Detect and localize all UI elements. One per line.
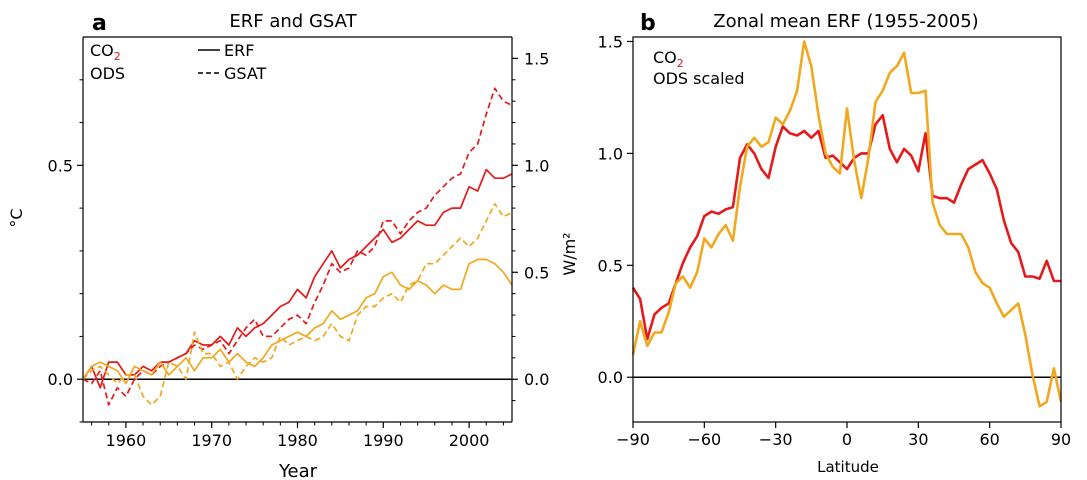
panel-b-y-tick-label: 0.0 [598,368,623,387]
panel-a-series-co2-erf [82,168,513,389]
panel-a-series-co2-gsat [82,87,513,406]
panel-a-x-axis-label: Year [278,461,318,480]
panel-b: b Zonal mean ERF (1955-2005) −90 −60 −30 0 3… [598,11,1072,476]
panel-b-series-co2 [631,114,1061,341]
panel-a-y-right-tick-label: 0.0 [524,370,549,389]
panel-a-letter: a [92,11,107,36]
panel-a-y-axis-label-left: °C [7,208,26,227]
panel-a: a ERF and GSAT 1960 1970 1980 1990 2000 0.0 0.… [7,11,579,480]
panel-a-y-axis-label-right: W/m² [560,232,579,275]
panel-a-y-right-tick-label: 1.0 [524,156,549,175]
panel-a-y-right-tick-label: 0.5 [524,263,549,282]
panel-a-x-tick-label: 1990 [363,431,404,450]
panel-b-series-ods-scaled [631,40,1063,408]
panel-a-series-ods-gsat [82,202,513,406]
legend-co2-label: CO2 [90,41,121,63]
panel-a-y-right-tick-label: 1.5 [524,49,549,68]
panel-b-frame [632,36,1062,423]
panel-a-x-tick-label: 2000 [449,431,490,450]
panel-b-plot-area: −90 −60 −30 0 30 60 90 0.0 0.5 1.0 1.5 [598,32,1072,449]
legend-erf-label: ERF [224,41,254,60]
panel-b-letter: b [640,11,656,36]
panel-b-y-tick-label: 1.5 [598,32,623,51]
panel-a-title: ERF and GSAT [229,11,357,32]
panel-b-y-tick-label: 0.5 [598,256,623,275]
panel-b-x-tick-label: −30 [759,430,793,449]
panel-b-title: Zonal mean ERF (1955-2005) [713,11,978,32]
panel-b-x-tick-label: 0 [842,430,852,449]
panel-a-y-left-tick-label: 0.5 [48,156,73,175]
legend-gsat-label: GSAT [224,64,267,83]
legend-ods-scaled-label: ODS scaled [653,69,745,88]
panel-a-x-tick-label: 1970 [191,431,232,450]
panel-a-x-tick-label: 1960 [106,431,147,450]
legend-co2-label: CO2 [653,48,684,70]
panel-b-x-tick-label: 60 [979,430,999,449]
panel-a-y-left-tick-label: 0.0 [48,370,73,389]
panel-b-x-tick-label: 90 [1051,430,1071,449]
panel-a-series-ods-erf [82,258,513,385]
panel-a-x-tick-label: 1980 [277,431,318,450]
panel-b-x-tick-label: 30 [908,430,928,449]
legend-ods-label: ODS [90,64,125,83]
panel-a-plot-area: 1960 1970 1980 1990 2000 0.0 0.5 0.0 0.5 1.0 1.5 [48,36,549,450]
panel-b-x-tick-label: −90 [616,430,650,449]
panel-b-x-axis-label: Latitude [817,458,879,476]
panel-b-y-tick-label: 1.0 [598,144,623,163]
panel-b-x-tick-label: −60 [687,430,721,449]
